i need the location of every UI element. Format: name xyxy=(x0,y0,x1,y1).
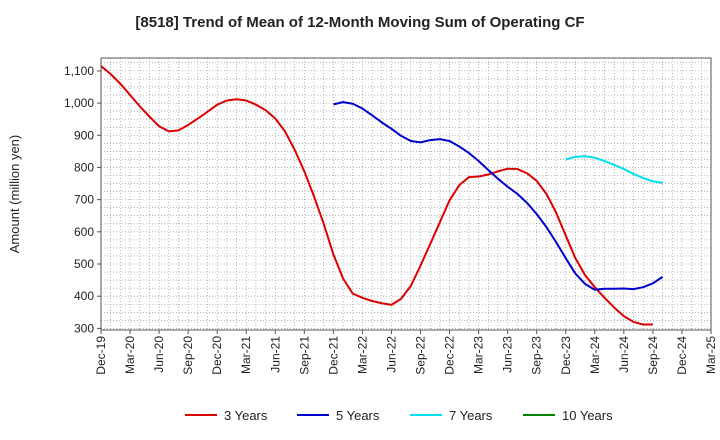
x-tick-label: Jun-24 xyxy=(617,336,631,373)
legend-label: 10 Years xyxy=(562,408,613,423)
y-tick-label: 1,100 xyxy=(64,64,94,78)
y-tick-label: 800 xyxy=(74,160,94,174)
y-tick-label: 600 xyxy=(74,225,94,239)
y-tick-label: 300 xyxy=(74,321,94,335)
y-tick-label: 400 xyxy=(74,289,94,303)
grid xyxy=(101,58,711,330)
plot-frame xyxy=(100,57,712,331)
x-tick-label: Sep-24 xyxy=(646,336,660,375)
x-tick-label: Jun-20 xyxy=(152,336,166,373)
x-tick-label: Sep-23 xyxy=(530,336,544,375)
x-tick-label: Dec-20 xyxy=(210,336,224,375)
x-tick-label: Sep-20 xyxy=(181,336,195,375)
legend-label: 5 Years xyxy=(336,408,380,423)
y-axis-ticks: 300 400 500 600 700 800 900 1,000 1,100 xyxy=(64,64,101,335)
x-tick-label: Mar-22 xyxy=(355,336,369,374)
x-tick-label: Dec-21 xyxy=(326,336,340,375)
x-tick-label: Mar-24 xyxy=(588,336,602,374)
x-tick-label: Dec-24 xyxy=(675,336,689,375)
y-tick-label: 700 xyxy=(74,193,94,207)
y-tick-label: 1,000 xyxy=(64,96,94,110)
legend-label: 7 Years xyxy=(449,408,493,423)
y-tick-label: 900 xyxy=(74,128,94,142)
x-tick-label: Mar-20 xyxy=(123,336,137,374)
series-line-3-years xyxy=(100,65,653,326)
x-tick-label: Mar-23 xyxy=(472,336,486,374)
x-tick-label: Jun-22 xyxy=(384,336,398,373)
y-tick-label: 500 xyxy=(74,257,94,271)
x-tick-label: Dec-19 xyxy=(94,336,108,375)
x-tick-label: Dec-22 xyxy=(443,336,457,375)
series-line-7-years xyxy=(565,155,663,184)
x-tick-label: Jun-23 xyxy=(501,336,515,373)
x-tick-label: Mar-21 xyxy=(239,336,253,374)
y-axis-label: Amount (million yen) xyxy=(7,135,22,254)
legend-label: 3 Years xyxy=(224,408,268,423)
series-line-5-years xyxy=(333,101,664,291)
chart-title: [8518] Trend of Mean of 12-Month Moving … xyxy=(135,14,584,31)
x-tick-label: Dec-23 xyxy=(559,336,573,375)
x-tick-label: Sep-21 xyxy=(297,336,311,375)
x-tick-label: Mar-25 xyxy=(704,336,718,374)
legend: 3 Years 5 Years 7 Years 10 Years xyxy=(185,408,613,423)
x-axis-ticks: Dec-19 Mar-20 Jun-20 Sep-20 Dec-20 Mar-21 Jun-… xyxy=(94,330,718,375)
x-tick-label: Jun-21 xyxy=(268,336,282,373)
plot-lines xyxy=(100,65,664,326)
x-tick-label: Sep-22 xyxy=(414,336,428,375)
